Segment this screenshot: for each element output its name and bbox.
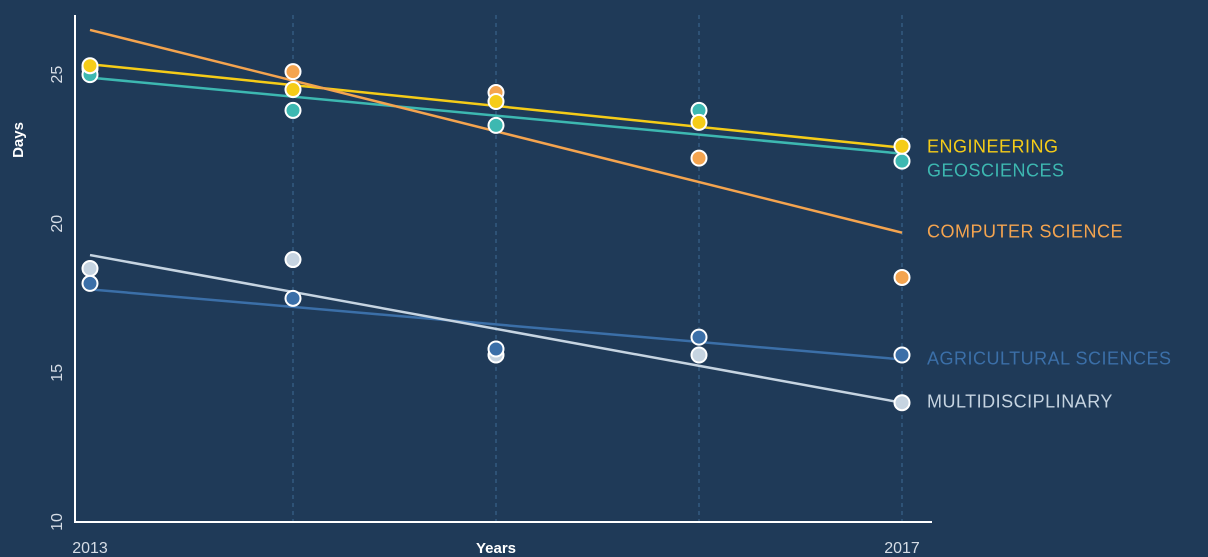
data-point-engineering: [690, 113, 708, 131]
data-point-geosciences: [284, 101, 302, 119]
grid-lines: [292, 15, 903, 522]
y-tick-labels: 10 15 20 25: [49, 66, 66, 531]
axes: [74, 15, 932, 523]
trend-line-geosciences: [89, 76, 903, 155]
y-tick-label: 10: [49, 513, 66, 531]
trend-line-multidisciplinary: [89, 253, 903, 404]
data-point-computer-science: [690, 149, 708, 167]
y-tick-label: 15: [49, 364, 66, 382]
series-label-computer-science: COMPUTER SCIENCE: [927, 222, 1123, 242]
data-point-multidisciplinary: [893, 394, 911, 412]
data-point-agricultural-sciences: [487, 340, 505, 358]
y-tick-label: 20: [49, 215, 66, 233]
data-point-computer-science: [893, 268, 911, 286]
trend-line-agricultural-sciences: [89, 288, 903, 361]
series-labels: ENGINEERING GEOSCIENCES COMPUTER SCIENCE AG…: [927, 137, 1172, 412]
data-point-multidisciplinary: [81, 260, 99, 277]
data-point-engineering: [284, 81, 302, 99]
data-points: [81, 57, 911, 412]
data-point-agricultural-sciences: [690, 328, 708, 346]
x-tick-label: 2017: [884, 540, 920, 557]
data-point-multidisciplinary: [284, 251, 302, 269]
series-label-multidisciplinary: MULTIDISCIPLINARY: [927, 392, 1113, 412]
y-tick-label: 25: [49, 66, 66, 84]
data-point-agricultural-sciences: [81, 274, 99, 292]
data-point-engineering: [893, 137, 911, 155]
series-label-engineering: ENGINEERING: [927, 137, 1059, 157]
series-label-agricultural-sciences: AGRICULTURAL SCIENCES: [927, 348, 1172, 368]
data-point-geosciences: [487, 116, 505, 134]
data-point-geosciences: [893, 152, 911, 170]
data-point-agricultural-sciences: [284, 289, 302, 307]
data-point-engineering: [81, 57, 99, 75]
data-point-engineering: [487, 92, 505, 110]
data-point-computer-science: [284, 63, 302, 81]
data-point-agricultural-sciences: [893, 346, 911, 364]
x-axis-title: Years: [476, 540, 516, 557]
x-tick-label: 2013: [72, 540, 108, 557]
x-tick-labels: 2013 2017: [72, 540, 920, 557]
y-axis-title: Days: [10, 122, 27, 158]
series-label-geosciences: GEOSCIENCES: [927, 161, 1065, 181]
data-point-multidisciplinary: [690, 346, 708, 364]
